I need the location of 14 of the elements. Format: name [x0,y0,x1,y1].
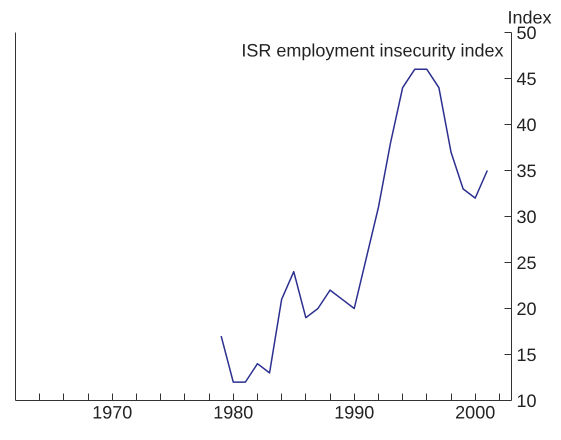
y-tick-label: 45 [516,69,537,89]
y-tick-label: 35 [516,161,537,181]
y-tick-label: 25 [516,253,537,273]
y-tick-label: 40 [516,115,537,135]
y-tick-label: 10 [516,391,537,411]
y-tick-label: 15 [516,345,537,365]
y-tick-label: 20 [516,299,537,319]
x-tick-label: 1980 [213,402,254,422]
y-tick-label: 30 [516,207,537,227]
x-tick-label: 1970 [92,402,132,422]
text: ISR employment insecurity index [241,40,504,60]
x-tick-label: 2000 [455,402,496,422]
x-tick-label: 1990 [334,402,374,422]
line-series [220,68,488,383]
